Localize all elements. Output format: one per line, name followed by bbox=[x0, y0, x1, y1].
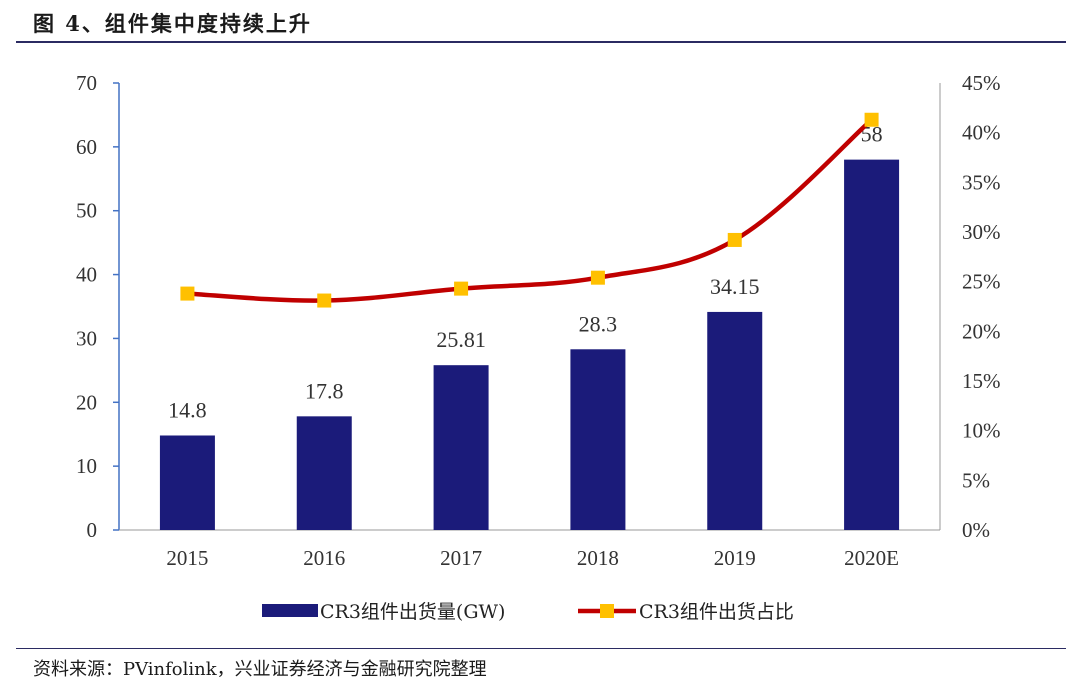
legend-line-marker bbox=[600, 604, 614, 618]
bar-2015 bbox=[159, 435, 215, 530]
y-right-tick-label: 45% bbox=[962, 71, 1001, 95]
y-right-tick-label: 35% bbox=[962, 170, 1001, 194]
bar-2020E bbox=[844, 159, 900, 530]
y-right-tick-label: 0% bbox=[962, 518, 990, 542]
combo-chart: 0 10 20 30 40 50 60 70 0% 5% 10% 15% 20% 25% 30% 35% 40%… bbox=[76, 71, 1001, 623]
share-point-2016 bbox=[317, 293, 332, 308]
x-tick-label: 2017 bbox=[440, 546, 482, 570]
bar-2017 bbox=[433, 365, 489, 530]
bar-value-label: 28.3 bbox=[579, 311, 618, 336]
legend-bar-swatch bbox=[262, 604, 318, 617]
y-right-tick-label: 40% bbox=[962, 121, 1001, 145]
source-note: 资料来源：PVinfolink，兴业证券经济与金融研究院整理 bbox=[33, 659, 487, 680]
y-right-tick-label: 30% bbox=[962, 220, 1001, 244]
x-tick-label: 2019 bbox=[714, 546, 756, 570]
bar-value-label: 14.8 bbox=[168, 397, 207, 422]
y-left-tick-label: 10 bbox=[76, 454, 97, 478]
source-rule bbox=[16, 648, 1066, 649]
legend-bar-label: CR3组件出货量(GW) bbox=[320, 601, 505, 623]
bar-2019 bbox=[707, 311, 763, 530]
figure-title: 图 4、组件集中度持续上升 bbox=[33, 11, 312, 36]
y-left-tick-label: 60 bbox=[76, 135, 97, 159]
bar-value-label: 25.81 bbox=[436, 327, 486, 352]
y-right-tick-label: 15% bbox=[962, 369, 1001, 393]
y-right-tick-label: 10% bbox=[962, 419, 1001, 443]
share-point-2017 bbox=[454, 281, 469, 296]
y-right-tick-label: 25% bbox=[962, 270, 1001, 294]
bar-2018 bbox=[570, 349, 626, 530]
share-point-2019 bbox=[727, 232, 742, 247]
x-tick-label: 2015 bbox=[166, 546, 208, 570]
share-point-2018 bbox=[590, 270, 605, 285]
x-tick-label: 2020E bbox=[844, 546, 899, 570]
legend-line-label: CR3组件出货占比 bbox=[639, 601, 794, 623]
y-left-tick-label: 50 bbox=[76, 199, 97, 223]
y-left-tick-label: 40 bbox=[76, 263, 97, 287]
x-tick-label: 2016 bbox=[303, 546, 345, 570]
bar-2016 bbox=[296, 416, 352, 530]
share-point-2020E bbox=[864, 112, 879, 127]
y-left-tick-label: 0 bbox=[87, 518, 98, 542]
share-point-2015 bbox=[180, 286, 195, 301]
bar-value-label: 34.15 bbox=[710, 274, 760, 299]
y-right-tick-label: 20% bbox=[962, 319, 1001, 343]
share-line bbox=[187, 118, 874, 303]
y-left-tick-label: 30 bbox=[76, 326, 97, 350]
title-rule bbox=[16, 41, 1066, 43]
y-left-tick-label: 70 bbox=[76, 71, 97, 95]
y-left-tick-label: 20 bbox=[76, 390, 97, 414]
y-right-tick-label: 5% bbox=[962, 468, 990, 492]
x-tick-label: 2018 bbox=[577, 546, 619, 570]
bar-value-label: 17.8 bbox=[305, 378, 344, 403]
